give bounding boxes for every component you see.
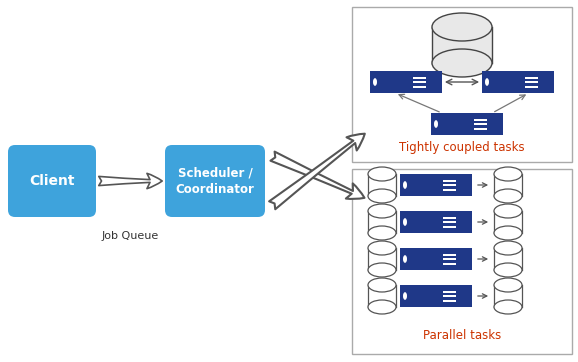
Bar xyxy=(525,85,538,88)
Ellipse shape xyxy=(373,78,377,86)
Bar xyxy=(443,254,456,256)
Bar xyxy=(494,248,522,270)
Bar xyxy=(400,248,472,270)
Bar xyxy=(431,113,503,135)
Bar xyxy=(400,285,472,307)
Bar xyxy=(413,77,426,79)
Bar xyxy=(432,27,492,63)
Ellipse shape xyxy=(368,226,396,240)
FancyBboxPatch shape xyxy=(8,145,96,217)
Text: Client: Client xyxy=(29,174,75,188)
Bar xyxy=(368,211,396,233)
Bar xyxy=(474,123,487,125)
Bar xyxy=(494,174,522,196)
FancyBboxPatch shape xyxy=(352,169,572,354)
Bar xyxy=(443,262,456,265)
Text: Job Queue: Job Queue xyxy=(102,231,159,241)
Ellipse shape xyxy=(432,13,492,41)
Bar xyxy=(474,127,487,130)
Ellipse shape xyxy=(368,241,396,255)
Bar xyxy=(443,221,456,223)
Ellipse shape xyxy=(494,167,522,181)
Ellipse shape xyxy=(403,255,407,263)
Ellipse shape xyxy=(368,189,396,203)
Bar xyxy=(443,291,456,293)
Ellipse shape xyxy=(434,120,438,128)
Bar xyxy=(400,211,472,233)
Text: Parallel tasks: Parallel tasks xyxy=(423,329,501,342)
Ellipse shape xyxy=(368,204,396,218)
Ellipse shape xyxy=(494,263,522,277)
Bar xyxy=(443,184,456,186)
Ellipse shape xyxy=(494,226,522,240)
Ellipse shape xyxy=(494,278,522,292)
Text: Tightly coupled tasks: Tightly coupled tasks xyxy=(399,141,525,154)
Ellipse shape xyxy=(494,241,522,255)
Ellipse shape xyxy=(403,292,407,300)
Text: Scheduler /
Coordinator: Scheduler / Coordinator xyxy=(176,166,254,196)
Bar xyxy=(525,77,538,79)
Bar xyxy=(494,211,522,233)
Ellipse shape xyxy=(368,263,396,277)
Ellipse shape xyxy=(432,49,492,77)
Ellipse shape xyxy=(403,218,407,226)
Bar xyxy=(368,248,396,270)
Ellipse shape xyxy=(485,78,489,86)
Bar xyxy=(443,226,456,227)
Bar xyxy=(413,81,426,83)
FancyBboxPatch shape xyxy=(352,7,572,162)
Bar xyxy=(443,258,456,260)
Ellipse shape xyxy=(368,278,396,292)
Bar xyxy=(474,119,487,121)
Ellipse shape xyxy=(494,189,522,203)
Bar xyxy=(525,81,538,83)
Bar xyxy=(370,71,442,93)
Bar xyxy=(482,71,554,93)
Ellipse shape xyxy=(368,300,396,314)
Ellipse shape xyxy=(403,181,407,189)
Bar xyxy=(443,180,456,182)
Bar xyxy=(443,295,456,297)
Bar xyxy=(494,285,522,307)
Ellipse shape xyxy=(494,300,522,314)
Bar xyxy=(413,85,426,88)
Bar xyxy=(368,174,396,196)
Bar xyxy=(443,189,456,190)
FancyBboxPatch shape xyxy=(165,145,265,217)
Bar xyxy=(400,174,472,196)
Bar xyxy=(443,217,456,219)
Bar xyxy=(443,299,456,302)
Ellipse shape xyxy=(368,167,396,181)
Bar xyxy=(368,285,396,307)
Ellipse shape xyxy=(494,204,522,218)
